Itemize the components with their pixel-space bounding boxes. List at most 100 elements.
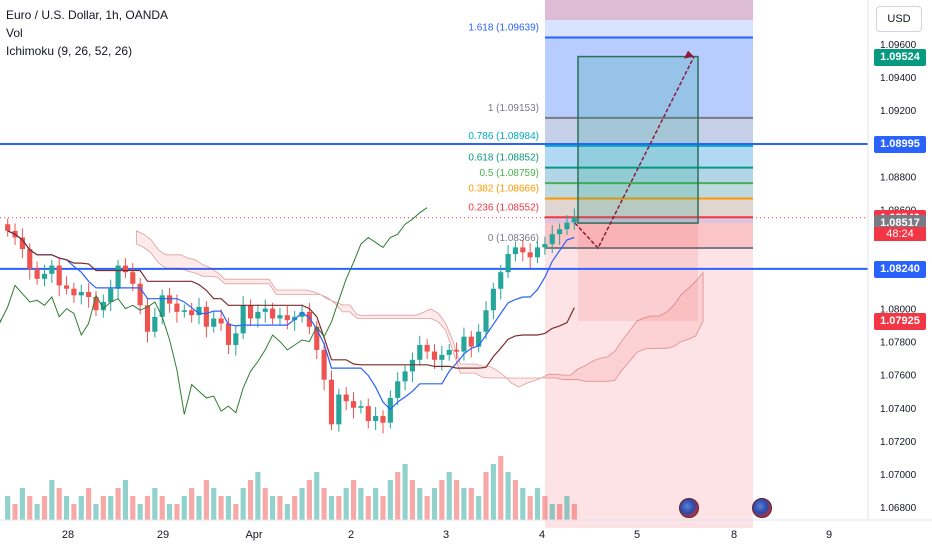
price-tag-1.07925: 1.07925 <box>874 312 926 330</box>
volume-bar <box>19 488 25 520</box>
fib-band <box>545 167 753 184</box>
target-box <box>577 55 699 224</box>
candle-body <box>520 247 526 253</box>
fib-band <box>545 183 753 199</box>
fib-label-0.618: 0.618 (1.08852) <box>468 153 539 164</box>
candle-body <box>189 310 195 316</box>
volume-bar <box>439 480 445 520</box>
candle-body <box>468 336 474 347</box>
candle-body <box>549 234 555 245</box>
volume-bar <box>373 488 379 520</box>
candle-body <box>350 401 357 408</box>
candle-body <box>262 308 268 312</box>
stop-zone <box>545 223 753 528</box>
volume-bar <box>181 496 187 520</box>
candle-body <box>122 265 128 273</box>
candle-body <box>86 292 92 297</box>
volume-bar <box>431 488 438 520</box>
x-tick-label: 9 <box>826 529 832 541</box>
candle-body <box>365 406 371 422</box>
candle-body <box>321 349 327 380</box>
candle-body <box>27 249 33 269</box>
volume-bar <box>321 488 327 520</box>
y-tick-label: 1.07800 <box>880 338 917 349</box>
candle-body <box>63 285 70 289</box>
volume-bar <box>174 504 180 520</box>
volume-bar <box>100 496 106 520</box>
projected-path <box>574 56 695 250</box>
y-tick-label: 1.07000 <box>880 470 917 481</box>
candle-body <box>270 308 276 319</box>
vol-label: Vol <box>6 26 23 40</box>
volume-bar <box>461 488 467 520</box>
y-tick-label: 1.06800 <box>880 503 917 514</box>
volume-bar <box>218 496 224 520</box>
candle-body <box>417 344 423 360</box>
volume-bar <box>240 488 246 520</box>
candle-body <box>277 315 283 319</box>
volume-bar <box>358 488 364 520</box>
volume-bar <box>557 504 563 520</box>
candle-body <box>93 296 99 311</box>
volume-bar <box>328 496 335 520</box>
fib-label-0: 0 (1.08366) <box>488 233 539 244</box>
candle-body <box>203 306 209 327</box>
volume-bar <box>255 472 261 520</box>
volume-bar <box>454 480 460 520</box>
volume-bar <box>498 456 504 520</box>
candle-body <box>299 311 305 317</box>
candle-body <box>306 311 312 327</box>
volume-bar <box>130 496 136 520</box>
volume-bar <box>115 488 121 520</box>
fib-band <box>545 37 753 118</box>
x-tick-label: 29 <box>157 529 169 541</box>
candle-body <box>314 326 320 350</box>
volume-bar <box>409 480 415 520</box>
x-tick-label: 2 <box>348 529 354 541</box>
us-flag-event-icon[interactable] <box>679 498 699 518</box>
volume-bar <box>571 504 577 520</box>
price-tag-1.08240: 1.08240 <box>874 260 926 278</box>
candle-body <box>424 344 430 352</box>
candle-body <box>144 305 151 332</box>
currency-button[interactable]: USD <box>876 6 922 32</box>
candle-body <box>505 254 511 273</box>
volume-bar <box>233 504 239 520</box>
volume-bar <box>144 496 151 520</box>
volume-bar <box>211 488 217 520</box>
y-tick-label: 1.08800 <box>880 172 917 183</box>
volume-bar <box>49 480 55 520</box>
candle-body <box>49 265 55 274</box>
volume-bar <box>262 488 268 520</box>
candle-body <box>284 315 290 321</box>
volume-bar <box>93 504 99 520</box>
volume-bar <box>5 496 11 520</box>
fib-label-0.382: 0.382 (1.08666) <box>468 183 539 194</box>
candle-body <box>542 244 548 248</box>
volume-bar <box>542 496 548 520</box>
fib-band <box>545 198 753 218</box>
volume-bar <box>446 472 452 520</box>
volume-bar <box>402 464 408 520</box>
candle-body <box>387 397 393 423</box>
volume-bar <box>424 496 430 520</box>
candle-body <box>196 306 202 316</box>
volume-bar <box>34 504 40 520</box>
y-tick-label: 1.07600 <box>880 371 917 382</box>
candle-body <box>571 217 577 223</box>
x-tick-label: 5 <box>634 529 640 541</box>
kijun-line <box>7 230 575 369</box>
x-tick-label: 4 <box>539 529 545 541</box>
candle-body <box>498 272 504 289</box>
candle-body <box>152 316 158 332</box>
candle-body <box>358 406 364 408</box>
fib-label-1: 1 (1.09153) <box>488 103 539 114</box>
y-tick-label: 1.09400 <box>880 73 917 84</box>
volume-bar <box>387 480 393 520</box>
volume-bar <box>350 480 357 520</box>
x-tick-label: Apr <box>245 529 262 541</box>
eu-flag-event-icon[interactable] <box>752 498 772 518</box>
ichimoku-cloud <box>136 230 704 388</box>
volume-bar <box>365 496 371 520</box>
